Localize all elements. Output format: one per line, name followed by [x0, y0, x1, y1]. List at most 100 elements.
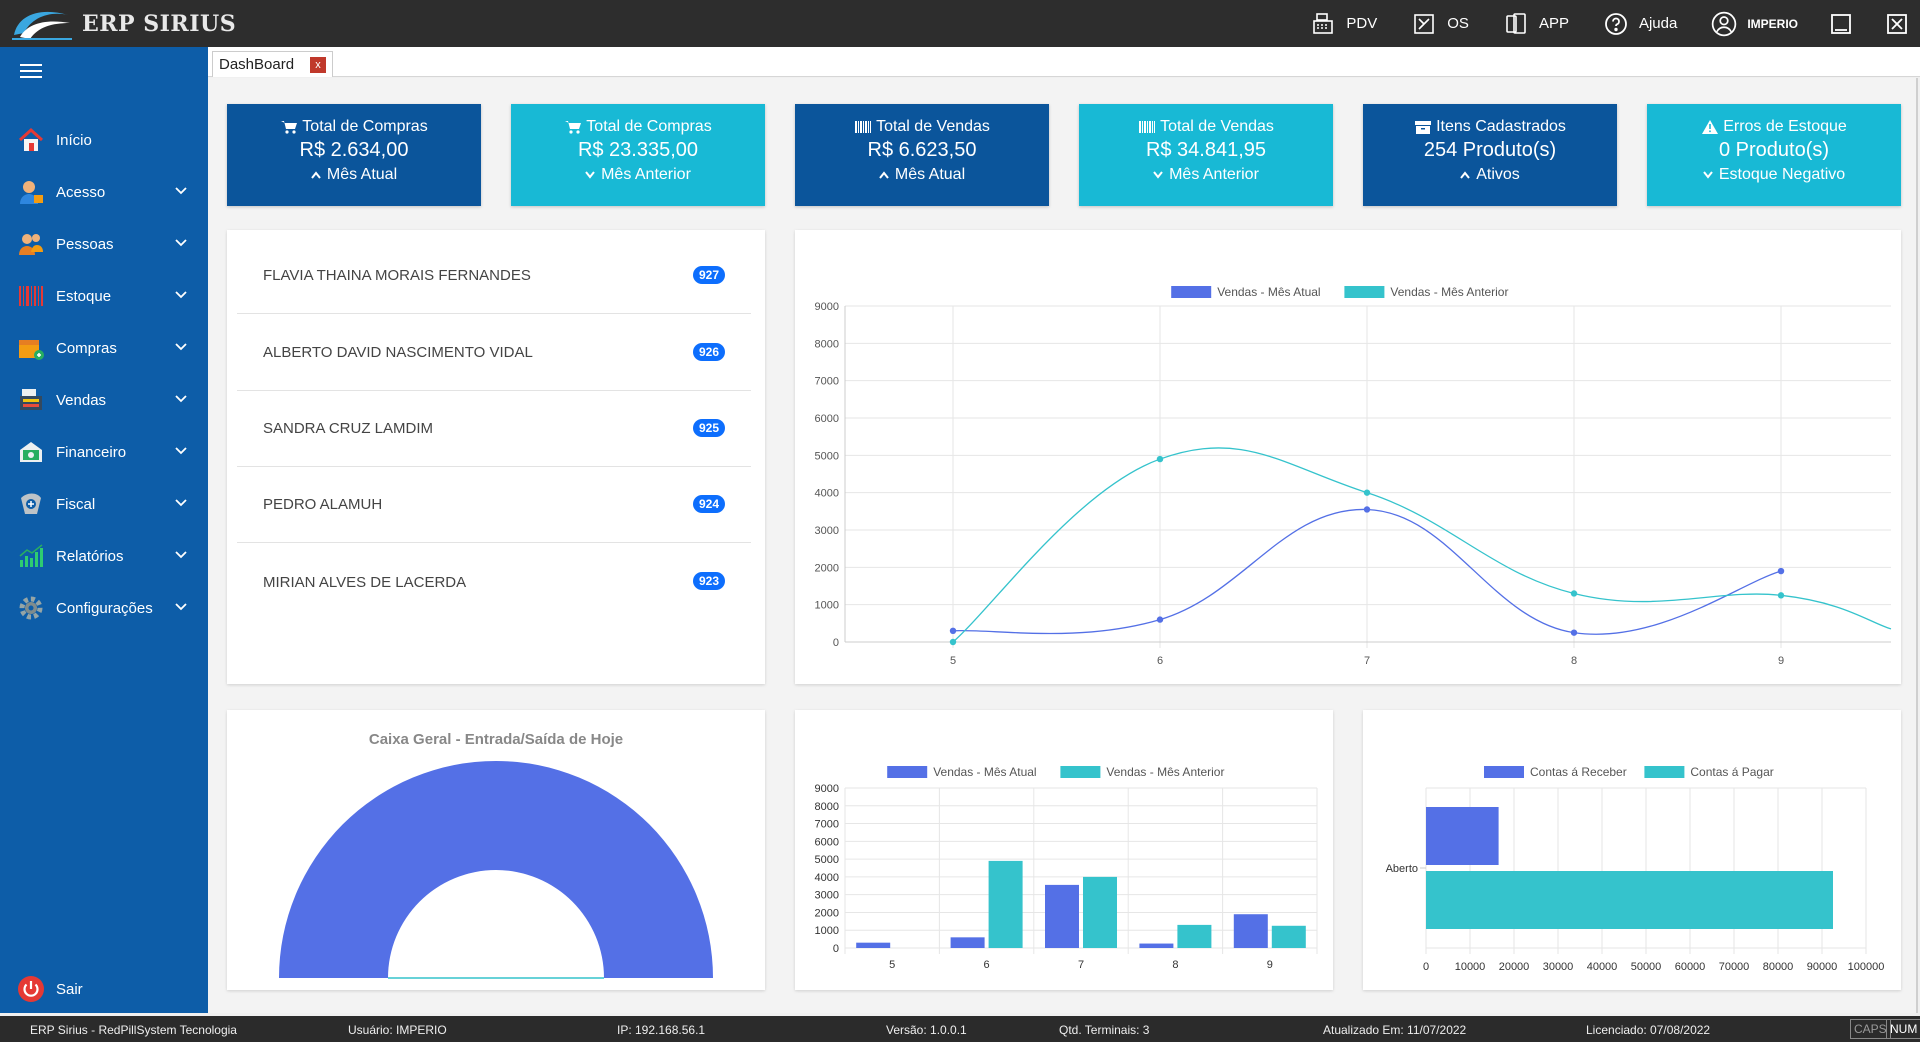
help-button[interactable]: Ajuda — [1603, 11, 1677, 37]
status-company: ERP Sirius - RedPillSystem Tecnologia — [30, 1023, 237, 1037]
data-point — [949, 638, 957, 646]
legend-label: Vendas - Mês Anterior — [1390, 285, 1508, 299]
stat-card-vendas-atual[interactable]: Total de Vendas R$ 6.623,50 Mês Atual — [795, 104, 1049, 206]
y-tick-label: 5000 — [815, 854, 839, 866]
x-tick-label: 5 — [950, 655, 956, 667]
stat-footer: Mês Atual — [326, 166, 398, 183]
chevron-down-icon — [175, 551, 187, 559]
list-item[interactable]: PEDRO ALAMUH 924 — [237, 467, 751, 543]
minimize-button[interactable] — [1828, 11, 1854, 37]
sidebar-item-relatorios[interactable]: Relatórios — [0, 534, 208, 578]
sidebar-item-label: Financeiro — [56, 443, 127, 461]
tab-strip: DashBoard x — [208, 47, 1920, 77]
x-tick-label: 50000 — [1631, 961, 1662, 973]
cash-flow-gauge-chart: Caixa Geral - Entrada/Saída de Hoje — [279, 731, 713, 979]
close-window-button[interactable] — [1884, 11, 1910, 37]
status-updated: Atualizado Em: 11/07/2022 — [1323, 1023, 1467, 1037]
x-tick-label: 70000 — [1719, 961, 1750, 973]
tab-close-icon[interactable]: x — [310, 57, 327, 73]
menu-toggle-icon[interactable] — [20, 64, 42, 78]
dashboard-content: Total de Compras R$ 2.634,00 Mês Atual T… — [208, 78, 1918, 1013]
stat-card-itens-cadastrados[interactable]: Itens Cadastrados 254 Produto(s) Ativos — [1363, 104, 1617, 206]
app-button[interactable]: APP — [1503, 11, 1569, 37]
sidebar-item-label: Compras — [56, 339, 117, 357]
y-tick-label: 8000 — [815, 801, 839, 813]
sidebar-item-label: Configurações — [56, 599, 153, 617]
sidebar-item-fiscal[interactable]: Fiscal — [0, 482, 208, 526]
x-tick-label: 10000 — [1455, 961, 1486, 973]
barcode-icon — [855, 121, 872, 133]
recent-customers-card: FLAVIA THAINA MORAIS FERNANDES 927 ALBER… — [227, 230, 765, 684]
power-icon — [16, 974, 46, 1004]
cash-flow-chart-card: Caixa Geral - Entrada/Saída de Hoje — [227, 710, 765, 990]
list-item[interactable]: MIRIAN ALVES DE LACERDA 923 — [237, 544, 751, 620]
chevron-up-icon — [311, 171, 321, 179]
y-tick-label: 3000 — [815, 890, 839, 902]
logout-button[interactable]: Sair — [0, 967, 208, 1011]
chevron-down-icon — [175, 499, 187, 507]
data-point — [1570, 590, 1578, 597]
y-tick-label: 1000 — [815, 925, 839, 937]
sidebar-item-estoque[interactable]: Estoque — [0, 274, 208, 318]
chevron-down-icon — [175, 343, 187, 351]
data-point — [1777, 567, 1785, 575]
y-tick-label: 9000 — [815, 301, 839, 313]
data-point — [1777, 592, 1785, 599]
user-button[interactable]: IMPERIO — [1711, 11, 1798, 37]
data-point — [1156, 455, 1164, 463]
x-tick-label: 7 — [1078, 959, 1084, 971]
pdv-label: PDV — [1346, 15, 1378, 32]
sidebar-item-pessoas[interactable]: Pessoas — [0, 222, 208, 266]
x-tick-label: 9 — [1267, 959, 1273, 971]
y-tick-label: 5000 — [815, 450, 839, 462]
customer-name: FLAVIA THAINA MORAIS FERNANDES — [263, 267, 531, 284]
nfe-icon — [16, 489, 46, 519]
series-line — [952, 447, 1892, 643]
sales-icon — [16, 385, 46, 415]
stat-title: Total de Vendas — [876, 118, 990, 135]
stat-title: Total de Vendas — [1160, 118, 1274, 135]
x-tick-label: 8 — [1571, 655, 1577, 667]
y-tick-label: 4000 — [815, 872, 839, 884]
y-tick-label: 0 — [833, 943, 839, 955]
caps-lock-indicator: CAPS — [1850, 1019, 1891, 1039]
y-tick-label: 1000 — [815, 600, 839, 612]
stat-card-compras-atual[interactable]: Total de Compras R$ 2.634,00 Mês Atual — [227, 104, 481, 206]
y-tick-label: 2000 — [815, 562, 839, 574]
stat-value: 254 Produto(s) — [1423, 139, 1557, 161]
y-tick-label: Aberto — [1386, 863, 1418, 875]
sidebar-item-inicio[interactable]: Início — [0, 118, 208, 162]
sidebar-item-label: Pessoas — [56, 235, 114, 253]
stat-footer: Ativos — [1476, 166, 1520, 183]
chart-title: Caixa Geral - Entrada/Saída de Hoje — [369, 731, 623, 748]
data-point — [1363, 506, 1371, 513]
sidebar-item-compras[interactable]: Compras — [0, 326, 208, 370]
stat-card-compras-anterior[interactable]: Total de Compras R$ 23.335,00 Mês Anteri… — [511, 104, 765, 206]
y-tick-label: 3000 — [815, 525, 839, 537]
sidebar-item-financeiro[interactable]: Financeiro — [0, 430, 208, 474]
os-label: OS — [1447, 15, 1469, 32]
list-item[interactable]: SANDRA CRUZ LAMDIM 925 — [237, 391, 751, 467]
sidebar-item-configuracoes[interactable]: Configurações — [0, 586, 208, 630]
stat-card-vendas-anterior[interactable]: Total de Vendas R$ 34.841,95 Mês Anterio… — [1079, 104, 1333, 206]
logo-icon — [12, 11, 72, 40]
y-tick-label: 0 — [833, 637, 839, 649]
tab-dashboard[interactable]: DashBoard x — [212, 51, 334, 77]
list-item[interactable]: FLAVIA THAINA MORAIS FERNANDES 927 — [237, 238, 751, 314]
sidebar-item-vendas[interactable]: Vendas — [0, 378, 208, 422]
status-version: Versão: 1.0.0.1 — [886, 1023, 967, 1037]
legend-swatch — [1171, 286, 1212, 298]
barcode-icon — [1139, 121, 1156, 133]
stat-footer: Estoque Negativo — [1718, 166, 1846, 183]
list-item[interactable]: ALBERTO DAVID NASCIMENTO VIDAL 926 — [237, 315, 751, 391]
chevron-down-icon — [175, 239, 187, 247]
x-tick-label: 0 — [1423, 961, 1429, 973]
accounts-hbar-chart-card: Contas á Receber Contas á Pagar 0 10000 2000… — [1363, 710, 1901, 990]
customer-name: SANDRA CRUZ LAMDIM — [263, 420, 434, 437]
logout-label: Sair — [56, 980, 83, 998]
os-button[interactable]: OS — [1411, 11, 1469, 37]
sidebar-item-acesso[interactable]: Acesso — [0, 170, 208, 214]
pdv-button[interactable]: PDV — [1310, 11, 1377, 37]
stat-card-erros-estoque[interactable]: Erros de Estoque 0 Produto(s) Estoque Ne… — [1647, 104, 1901, 206]
barcode-icon — [16, 281, 46, 311]
